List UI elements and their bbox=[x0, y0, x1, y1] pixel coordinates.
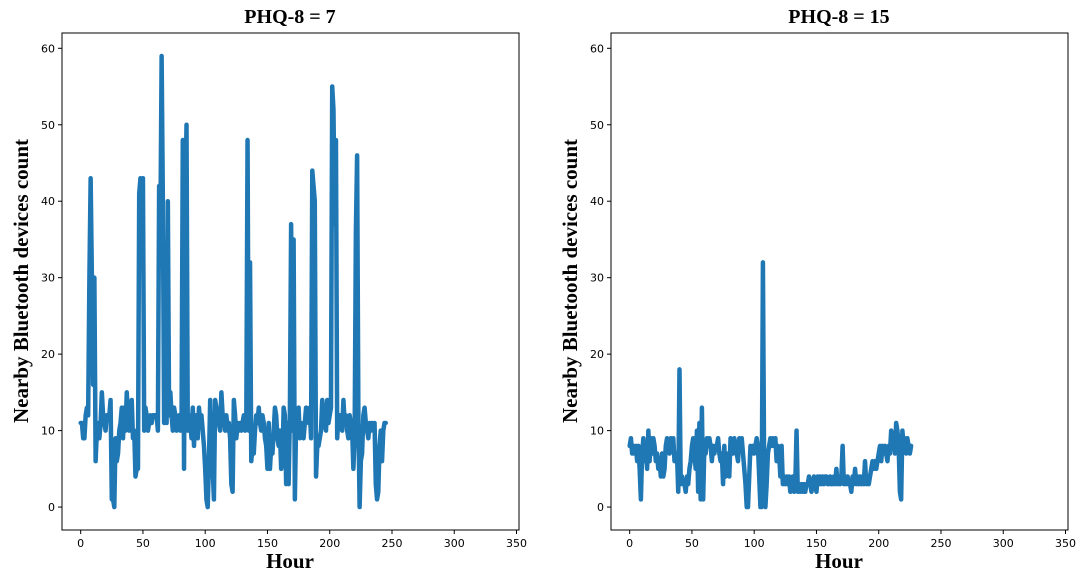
y-tick-label: 40 bbox=[590, 195, 604, 208]
chart-panel-left: PHQ-8 = 7 0 10 20 30 40 50 60 0 50 100 150 200 250 3… bbox=[9, 6, 527, 573]
y-tick-label: 30 bbox=[41, 272, 55, 285]
x-axis-label: Hour bbox=[266, 549, 314, 573]
y-tick-label: 20 bbox=[590, 348, 604, 361]
y-tick-label: 10 bbox=[41, 425, 55, 438]
y-axis: 0 10 20 30 40 50 60 bbox=[41, 42, 62, 514]
x-tick-label: 0 bbox=[77, 537, 84, 550]
x-tick-label: 350 bbox=[1055, 537, 1076, 550]
y-tick-label: 60 bbox=[41, 42, 55, 55]
plot-frame bbox=[61, 32, 520, 531]
y-tick-label: 50 bbox=[41, 119, 55, 132]
y-tick-label: 10 bbox=[590, 425, 604, 438]
x-tick-label: 0 bbox=[626, 537, 633, 550]
series-line bbox=[78, 53, 389, 510]
x-tick-label: 100 bbox=[744, 537, 765, 550]
x-tick-label: 350 bbox=[506, 537, 527, 550]
y-tick-label: 30 bbox=[590, 272, 604, 285]
x-axis: 0 50 100 150 200 250 300 350 bbox=[626, 530, 1076, 550]
x-tick-label: 50 bbox=[136, 537, 150, 550]
x-axis-label: Hour bbox=[815, 549, 863, 573]
y-axis-label: Nearby Bluetooth devices count bbox=[9, 139, 33, 423]
x-axis: 0 50 100 150 200 250 300 350 bbox=[77, 530, 527, 550]
y-tick-label: 0 bbox=[597, 501, 604, 514]
x-tick-label: 100 bbox=[195, 537, 216, 550]
x-tick-label: 200 bbox=[868, 537, 889, 550]
x-tick-label: 300 bbox=[993, 537, 1014, 550]
y-axis-label: Nearby Bluetooth devices count bbox=[558, 139, 582, 423]
x-tick-label: 250 bbox=[381, 537, 402, 550]
series-line bbox=[627, 260, 914, 510]
chart-title: PHQ-8 = 15 bbox=[788, 6, 889, 28]
x-tick-label: 50 bbox=[685, 537, 699, 550]
x-tick-label: 300 bbox=[444, 537, 465, 550]
chart-title: PHQ-8 = 7 bbox=[244, 6, 335, 28]
y-tick-label: 40 bbox=[41, 195, 55, 208]
y-axis: 0 10 20 30 40 50 60 bbox=[590, 42, 611, 514]
y-tick-label: 60 bbox=[590, 42, 604, 55]
y-tick-label: 20 bbox=[41, 348, 55, 361]
x-tick-label: 250 bbox=[930, 537, 951, 550]
x-tick-label: 150 bbox=[257, 537, 278, 550]
y-tick-label: 50 bbox=[590, 119, 604, 132]
plot-frame bbox=[610, 32, 1069, 531]
y-tick-label: 0 bbox=[48, 501, 55, 514]
x-tick-label: 200 bbox=[319, 537, 340, 550]
chart-panel-right: PHQ-8 = 15 0 10 20 30 40 50 60 0 50 100 150 200 250… bbox=[558, 6, 1076, 573]
x-tick-label: 150 bbox=[806, 537, 827, 550]
